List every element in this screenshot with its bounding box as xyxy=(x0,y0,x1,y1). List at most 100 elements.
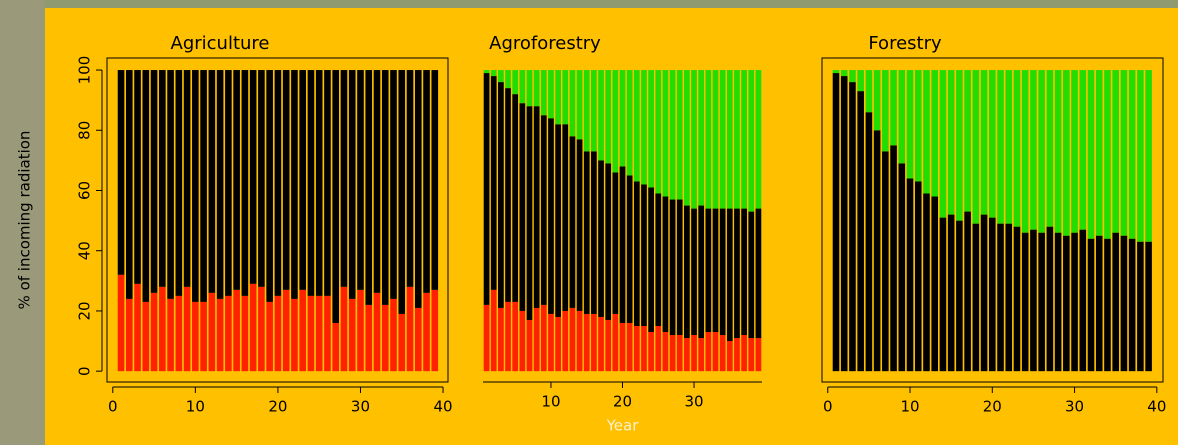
bar-segment xyxy=(670,70,676,199)
bar-segment xyxy=(655,326,661,371)
bar-segment xyxy=(299,70,306,290)
bar-segment xyxy=(857,70,864,91)
bar-segment xyxy=(691,209,697,335)
bar-segment xyxy=(498,82,504,308)
bar-segment xyxy=(217,299,224,371)
bar-segment xyxy=(1104,239,1111,371)
bar-segment xyxy=(989,70,996,218)
bar-segment xyxy=(655,194,661,326)
bar-segment xyxy=(1096,70,1103,236)
bar-segment xyxy=(948,70,955,215)
photo-strip-top xyxy=(45,0,1178,8)
bar-segment xyxy=(1121,236,1128,372)
bar-segment xyxy=(365,70,372,305)
bar-segment xyxy=(634,326,640,371)
bar-segment xyxy=(890,145,897,371)
bar-segment xyxy=(341,70,348,287)
bar-segment xyxy=(308,296,315,371)
bar-segment xyxy=(491,70,497,76)
bar-segment xyxy=(634,70,640,181)
x-tick-label: 10 xyxy=(186,398,205,416)
bar-segment xyxy=(833,70,840,73)
bar-segment xyxy=(948,215,955,372)
bar-segment xyxy=(151,293,158,371)
y-tick-label: 100 xyxy=(76,56,94,85)
bar-segment xyxy=(118,70,125,275)
bar-segment xyxy=(874,130,881,371)
bar-segment xyxy=(577,70,583,139)
bar-segment xyxy=(233,290,240,371)
bar-segment xyxy=(691,70,697,209)
bar-segment xyxy=(151,70,158,293)
y-tick-label: 40 xyxy=(76,241,94,260)
bar-segment xyxy=(981,215,988,372)
bar-segment xyxy=(1014,227,1021,372)
bar-segment xyxy=(316,70,323,296)
bar-segment xyxy=(176,70,183,296)
x-tick-label: 20 xyxy=(613,393,632,411)
bar-segment xyxy=(713,332,719,371)
bar-segment xyxy=(134,70,141,284)
bar-segment xyxy=(670,200,676,336)
bar-segment xyxy=(641,326,647,371)
bar-segment xyxy=(357,290,364,371)
bar-segment xyxy=(415,70,422,308)
bar-segment xyxy=(734,70,740,209)
bar-segment xyxy=(484,73,490,305)
bar-segment xyxy=(143,302,150,371)
bar-segment xyxy=(519,311,525,371)
bar-segment xyxy=(741,209,747,335)
bar-segment xyxy=(997,224,1004,372)
bar-segment xyxy=(1088,239,1095,371)
bar-segment xyxy=(505,302,511,371)
bar-segment xyxy=(890,70,897,145)
bar-segment xyxy=(1145,70,1152,242)
bar-segment xyxy=(841,76,848,371)
bar-segment xyxy=(491,76,497,290)
bar-segment xyxy=(663,332,669,371)
bar-segment xyxy=(598,160,604,317)
bar-segment xyxy=(431,70,438,290)
bar-segment xyxy=(324,70,331,296)
bar-segment xyxy=(956,221,963,372)
bar-segment xyxy=(605,70,611,163)
bar-segment xyxy=(620,166,626,323)
bar-segment xyxy=(705,332,711,371)
bar-segment xyxy=(1079,70,1086,230)
bar-segment xyxy=(1088,70,1095,239)
bar-segment xyxy=(866,70,873,112)
bar-segment xyxy=(915,70,922,181)
y-axis-label: % of incoming radiation xyxy=(16,131,34,310)
bar-segment xyxy=(555,70,561,124)
bar-segment xyxy=(684,206,690,338)
bar-segment xyxy=(291,299,298,371)
bar-segment xyxy=(849,70,856,82)
bar-segment xyxy=(200,302,207,371)
bar-segment xyxy=(584,151,590,314)
bar-segment xyxy=(620,323,626,371)
bar-segment xyxy=(866,112,873,371)
bar-segment xyxy=(431,290,438,371)
page: Agriculture010203040020406080100% of inc… xyxy=(0,0,1178,445)
bar-segment xyxy=(1137,242,1144,371)
bar-segment xyxy=(698,206,704,338)
bar-segment xyxy=(266,302,273,371)
bar-segment xyxy=(541,115,547,305)
bar-segment xyxy=(1112,70,1119,233)
bar-segment xyxy=(956,70,963,221)
bar-segment xyxy=(407,70,414,287)
bar-segment xyxy=(374,293,381,371)
bar-segment xyxy=(648,70,654,187)
bar-segment xyxy=(741,70,747,209)
bar-segment xyxy=(1030,70,1037,230)
bar-segment xyxy=(548,314,554,371)
bar-segment xyxy=(382,70,389,305)
bar-segment xyxy=(505,70,511,88)
bar-segment xyxy=(134,284,141,371)
bar-segment xyxy=(989,218,996,372)
bar-segment xyxy=(527,70,533,106)
bar-segment xyxy=(833,73,840,371)
bar-segment xyxy=(1129,70,1136,239)
bar-segment xyxy=(677,200,683,336)
bar-segment xyxy=(612,172,618,314)
